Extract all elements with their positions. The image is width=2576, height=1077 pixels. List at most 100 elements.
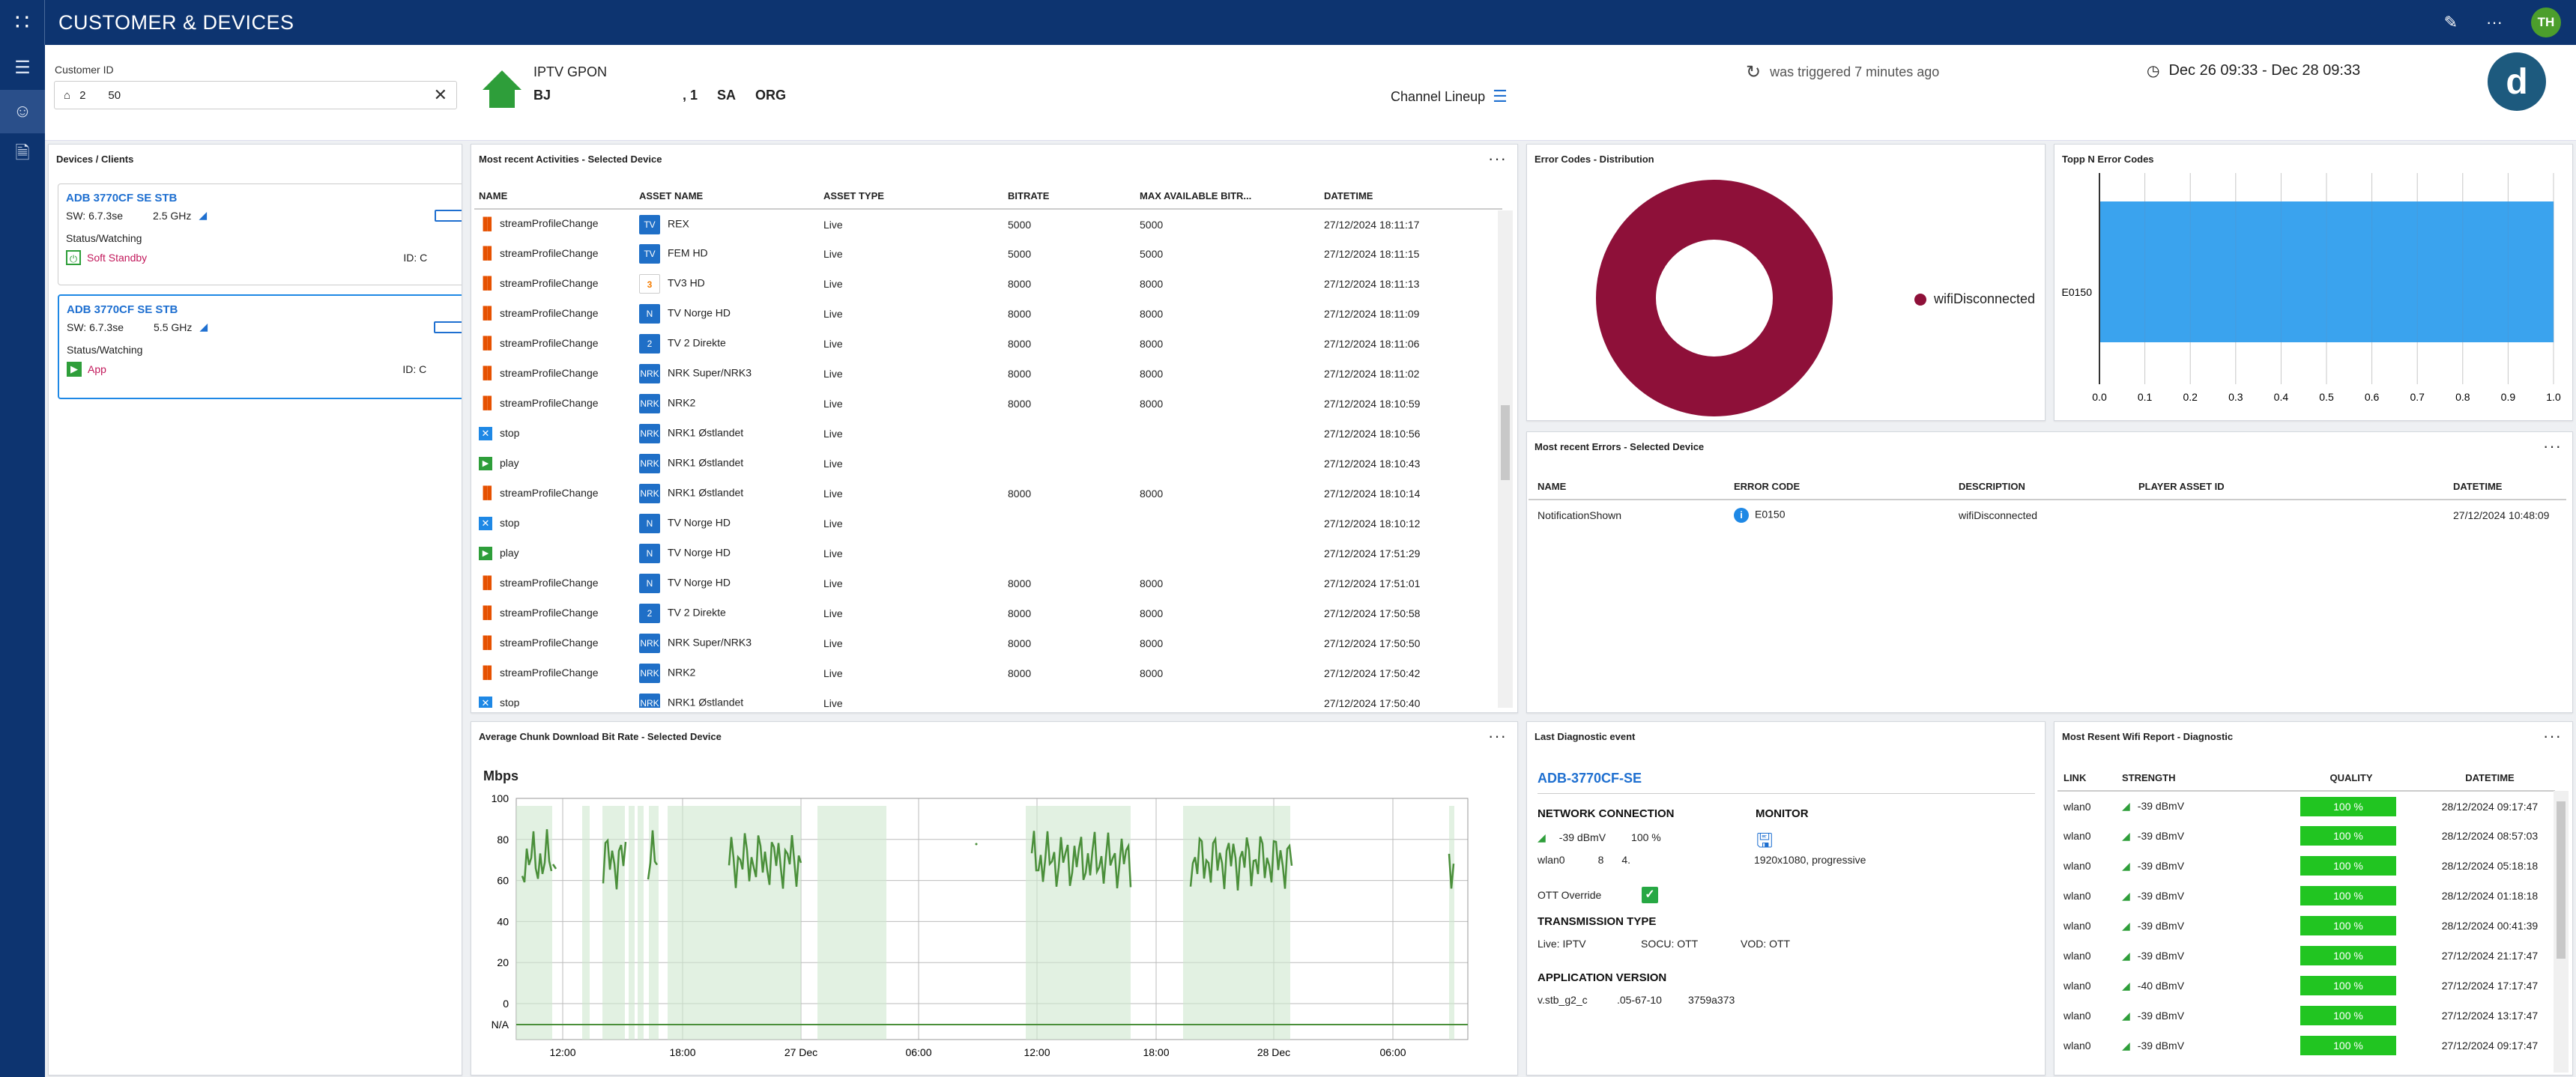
wifi-row[interactable]: wlan0 ◢ -39 dBmV 100 % 27/12/2024 21:17:47: [2058, 941, 2555, 971]
edit-icon[interactable]: ✎: [2443, 13, 2458, 31]
activity-row[interactable]: ▶ play N TV Norge HD Live 27/12/2024 17:51:29: [474, 538, 1502, 568]
bitrate-point[interactable]: [551, 864, 557, 870]
x-tick-label: 28 Dec: [1257, 1046, 1290, 1058]
wifi-signal-icon: ◢: [2122, 979, 2130, 992]
wifi-row[interactable]: wlan0 ◢ -39 dBmV 100 % 28/12/2024 05:18:18: [2058, 851, 2555, 881]
activities-col-header[interactable]: ASSET TYPE: [819, 183, 1003, 210]
customers-nav-icon[interactable]: ☺: [0, 90, 45, 133]
activity-row[interactable]: ✕ stop NRK NRK1 Østlandet Live 27/12/2024 18:…: [474, 419, 1502, 449]
wifi-row[interactable]: wlan0 ◢ -39 dBmV 100 % 28/12/2024 01:18:18: [2058, 881, 2555, 911]
activity-row[interactable]: ▐▌ streamProfileChange TV FEM HD Live 5000 500…: [474, 239, 1502, 269]
errors-col-header[interactable]: PLAYER ASSET ID: [2129, 474, 2444, 500]
donut-legend[interactable]: wifiDisconnected: [1914, 291, 2035, 307]
wifi-row[interactable]: wlan0 ◢ -40 dBmV 100 % 27/12/2024 17:17:47: [2058, 971, 2555, 1001]
activity-row[interactable]: ▐▌ streamProfileChange NRK NRK1 Østlandet Li…: [474, 479, 1502, 509]
recent-errors-menu-icon[interactable]: ···: [2543, 437, 2562, 455]
wifi-col-header[interactable]: QUALITY: [2278, 765, 2419, 792]
error-row[interactable]: NotificationShown i E0150 wifiDisconnected 2…: [1529, 500, 2566, 530]
bitrate-line[interactable]: [1030, 831, 1132, 889]
activities-col-header[interactable]: MAX AVAILABLE BITR...: [1135, 183, 1319, 210]
device-card[interactable]: ADB 3770CF SE STB SW: 6.7.3se 5.5 GHz ◢ Stat…: [58, 294, 462, 399]
bar-E0150[interactable]: [2099, 201, 2554, 342]
bitrate-line[interactable]: [1189, 836, 1293, 891]
activities-scroll-thumb[interactable]: [1501, 405, 1510, 480]
errors-col-header[interactable]: NAME: [1529, 474, 1725, 500]
errors-col-header[interactable]: DATETIME: [2444, 474, 2566, 500]
avatar[interactable]: TH: [2531, 7, 2561, 37]
wifi-row[interactable]: wlan0 ◢ -39 dBmV 100 % 28/12/2024 08:57:03: [2058, 821, 2555, 851]
activity-row[interactable]: ✕ stop NRK NRK1 Østlandet Live 27/12/2024 17:…: [474, 688, 1502, 708]
wifi-col-header[interactable]: LINK: [2058, 765, 2116, 792]
activity-row[interactable]: ✕ stop N TV Norge HD Live 27/12/2024 18:10:12: [474, 509, 1502, 538]
wifi-menu-icon[interactable]: ···: [2543, 726, 2562, 745]
activities-title: Most recent Activities - Selected Device: [479, 154, 662, 165]
activity-row[interactable]: ▐▌ streamProfileChange NRK NRK2 Live 8000 8000…: [474, 658, 1502, 688]
document-nav-icon[interactable]: 🗎: [15, 142, 30, 163]
hamburger-menu-icon[interactable]: ☰: [14, 57, 31, 78]
wifi-scrollbar[interactable]: [2554, 791, 2569, 1073]
activities-scrollbar[interactable]: [1498, 210, 1513, 708]
bitrate-line[interactable]: [728, 833, 802, 889]
wifi-quality-bar: 100 %: [2300, 856, 2396, 876]
device-state: Soft Standby: [87, 252, 148, 264]
activities-col-header[interactable]: ASSET NAME: [635, 183, 819, 210]
channel-lineup-button[interactable]: Channel Lineup ☰: [1391, 87, 1508, 106]
bitrate-menu-icon[interactable]: ···: [1488, 726, 1507, 745]
date-range-picker[interactable]: ◷ Dec 26 09:33 - Dec 28 09:33: [2147, 61, 2360, 80]
donut-slice-wifiDisconnected[interactable]: [1596, 180, 1833, 416]
customer-id-input[interactable]: ⌂ 2 50 ✕: [54, 81, 457, 109]
activity-row[interactable]: ▐▌ streamProfileChange N TV Norge HD Live 800…: [474, 299, 1502, 329]
activity-row[interactable]: ▐▌ streamProfileChange 3 TV3 HD Live 8000 8000…: [474, 269, 1502, 299]
diagnostic-panel: Last Diagnostic event ADB-3770CF-SE NETW…: [1526, 721, 2046, 1076]
activities-col-header[interactable]: DATETIME: [1319, 183, 1502, 210]
bars-icon: ▐▌: [479, 367, 496, 380]
bitrate-line[interactable]: [521, 829, 553, 883]
wifi-row[interactable]: wlan0 ◢ -39 dBmV 100 % 28/12/2024 09:17:47: [2058, 791, 2555, 821]
bitrate-area: [582, 806, 590, 1040]
wifi-row[interactable]: wlan0 ◢ -39 dBmV 100 % 27/12/2024 09:17:47: [2058, 1031, 2555, 1061]
wifi-row[interactable]: wlan0 ◢ -39 dBmV 100 % 27/12/2024 13:17:47: [2058, 1001, 2555, 1031]
activities-col-header[interactable]: BITRATE: [1003, 183, 1135, 210]
wifi-row[interactable]: wlan0 ◢ -39 dBmV 100 % 28/12/2024 00:41:39: [2058, 911, 2555, 941]
wifi-quality-bar: 100 %: [2300, 886, 2396, 905]
refresh-icon[interactable]: ↻: [1746, 62, 1762, 82]
activity-row[interactable]: ▐▌ streamProfileChange NRK NRK Super/NRK3 Li…: [474, 628, 1502, 658]
activities-table-wrap: NAME ASSET NAME ASSET TYPE BITRATE MAX AVAIL…: [474, 183, 1502, 708]
activities-col-header[interactable]: NAME: [474, 183, 635, 210]
activity-name: streamProfileChange: [500, 246, 599, 259]
activity-row[interactable]: ▐▌ streamProfileChange 2 TV 2 Direkte Live 80…: [474, 598, 1502, 628]
device-name[interactable]: ADB 3770CF SE STB: [67, 303, 178, 316]
bitrate-line[interactable]: [647, 830, 659, 880]
activity-row[interactable]: ▐▌ streamProfileChange N TV Norge HD Live 800…: [474, 568, 1502, 598]
activity-asset: FEM HD: [668, 246, 708, 259]
activity-row[interactable]: ▶ play NRK NRK1 Østlandet Live 27/12/2024 18:…: [474, 449, 1502, 479]
ott-override-checkbox[interactable]: ✓: [1642, 887, 1658, 903]
bitrate-line[interactable]: [1448, 853, 1455, 889]
errors-col-header[interactable]: ERROR CODE: [1725, 474, 1950, 500]
wifi-quality-cell: 100 %: [2278, 881, 2419, 911]
activity-name-cell: ▐▌ streamProfileChange: [474, 479, 635, 509]
activity-type: Live: [823, 308, 843, 320]
activity-bitrate: [1003, 419, 1135, 449]
activity-bitrate: [1003, 509, 1135, 538]
wifi-col-header[interactable]: STRENGTH: [2116, 765, 2278, 792]
wifi-scroll-thumb[interactable]: [2557, 801, 2566, 959]
activities-menu-icon[interactable]: ···: [1488, 149, 1507, 168]
activity-row[interactable]: ▐▌ streamProfileChange 2 TV 2 Direkte Live 80…: [474, 329, 1502, 359]
wifi-col-header[interactable]: DATETIME: [2419, 765, 2555, 792]
activity-row[interactable]: ▐▌ streamProfileChange TV REX Live 5000 5000 27…: [474, 209, 1502, 239]
errors-col-header[interactable]: DESCRIPTION: [1950, 474, 2129, 500]
net-signal: -39 dBmV: [1558, 831, 1606, 843]
bitrate-line[interactable]: [602, 838, 627, 890]
app-launcher-icon[interactable]: ∷: [0, 0, 45, 45]
device-name[interactable]: ADB 3770CF SE STB: [66, 192, 178, 204]
activity-dt: 27/12/2024 17:51:01: [1324, 577, 1421, 589]
bitrate-point[interactable]: [975, 843, 978, 846]
diag-device-name[interactable]: ADB-3770CF-SE: [1538, 771, 1642, 786]
device-card[interactable]: ADB 3770CF SE STB SW: 6.7.3se 2.5 GHz ◢ Stat…: [58, 183, 462, 285]
activity-row[interactable]: ▐▌ streamProfileChange NRK NRK Super/NRK3 Li…: [474, 359, 1502, 389]
activity-row[interactable]: ▐▌ streamProfileChange NRK NRK2 Live 8000 8000…: [474, 389, 1502, 419]
more-icon[interactable]: ···: [2486, 13, 2503, 31]
bars-icon: ▐▌: [479, 607, 496, 620]
clear-icon[interactable]: ✕: [433, 85, 447, 104]
